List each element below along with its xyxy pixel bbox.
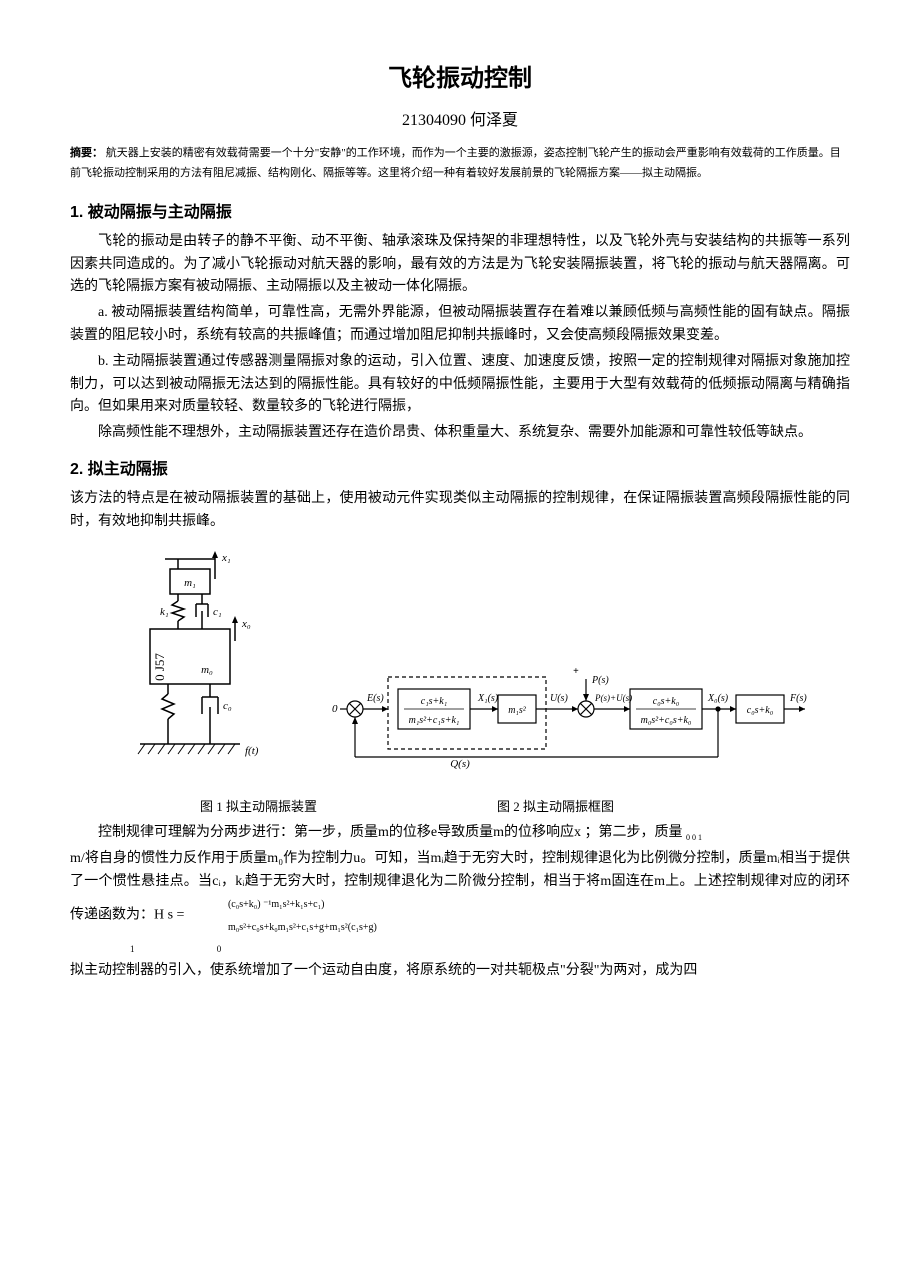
svg-text:X₀(s): X₀(s) — [707, 693, 729, 704]
diagram-2: 0 E(s) Q(s) c₁s+k₁ m₁s²+c₁s+k₁ X₁(s) m — [330, 639, 810, 789]
diagram-row: m₁ x₁ k₁ c₁ m₀ 0 J57 — [70, 549, 850, 789]
section-2-p3: m/将自身的惯性力反作用于质量m₀作为控制力u。可知，当mᵢ趋于无穷大时，控制规… — [70, 848, 850, 938]
section-1-p2: a. 被动隔振装置结构简单，可靠性高，无需外界能源，但被动隔振装置存在着难以兼顾… — [70, 302, 850, 347]
svg-text:x₀: x₀ — [241, 618, 251, 630]
svg-text:F(s): F(s) — [789, 693, 807, 704]
svg-text:m₁s²: m₁s² — [508, 705, 527, 716]
svg-text:0 J57: 0 J57 — [152, 653, 167, 681]
caption-1: 图 1 拟主动隔振装置 — [200, 797, 317, 818]
section-2-heading: 2. 拟主动隔振 — [70, 457, 850, 483]
svg-text:Q(s): Q(s) — [450, 758, 470, 770]
svg-text:X₁(s): X₁(s) — [477, 693, 499, 704]
svg-text:m₀: m₀ — [201, 664, 213, 676]
svg-text:c₀s+k₀: c₀s+k₀ — [747, 705, 774, 716]
section-1-heading: 1. 被动隔振与主动隔振 — [70, 200, 850, 226]
abstract: 摘要： 航天器上安装的精密有效载荷需要一个十分"安静"的工作环境，而作为一个主要… — [70, 144, 850, 184]
svg-text:E(s): E(s) — [366, 693, 384, 704]
svg-text:f(t): f(t) — [245, 745, 259, 757]
svg-text:m₀s²+c₀s+k₀: m₀s²+c₀s+k₀ — [641, 715, 692, 726]
section-2-p1: 该方法的特点是在被动隔振装置的基础上，使用被动元件实现类似主动隔振的控制规律，在… — [70, 488, 850, 533]
section-2-p4: 拟主动控制器的引入，使系统增加了一个运动自由度，将原系统的一对共轭极点"分裂"为… — [70, 960, 850, 982]
svg-text:c₁s+k₁: c₁s+k₁ — [421, 696, 447, 707]
svg-text:U(s): U(s) — [550, 693, 568, 704]
diagram-1: m₁ x₁ k₁ c₁ m₀ 0 J57 — [110, 549, 270, 789]
svg-text:+: + — [573, 666, 579, 677]
section-1-p1: 飞轮的振动是由转子的静不平衡、动不平衡、轴承滚珠及保持架的非理想特性，以及飞轮外… — [70, 231, 850, 298]
caption-2: 图 2 拟主动隔振框图 — [497, 797, 614, 818]
svg-text:c₀: c₀ — [223, 700, 232, 712]
abstract-text: 航天器上安装的精密有效载荷需要一个十分"安静"的工作环境，而作为一个主要的激振源… — [70, 147, 841, 179]
caption-row: 图 1 拟主动隔振装置 图 2 拟主动隔振框图 — [70, 797, 850, 818]
formula-numerator: (c₀s+k₀) ⁻¹m₁s²+k₁s+c₁) — [228, 899, 344, 910]
svg-text:c₁: c₁ — [213, 606, 222, 618]
svg-text:m₁s²+c₁s+k₁: m₁s²+c₁s+k₁ — [409, 715, 460, 726]
page-title: 飞轮振动控制 — [70, 60, 850, 98]
svg-text:0: 0 — [332, 703, 338, 715]
author-line: 21304090 何泽夏 — [70, 108, 850, 134]
svg-text:x₁: x₁ — [221, 552, 231, 564]
formula-denominator: m₀s²+c₀s+k₀m₁s²+c₁s+g+m₁s²(c₁s+g) — [228, 922, 397, 933]
svg-text:c₀s+k₀: c₀s+k₀ — [653, 696, 680, 707]
svg-text:P(s)+U(s): P(s)+U(s) — [594, 693, 632, 703]
abstract-label: 摘要： — [70, 147, 103, 159]
section-1-p4: 除高频性能不理想外，主动隔振装置还存在造价昂贵、体积重量大、系统复杂、需要外加能… — [70, 422, 850, 444]
svg-text:m₁: m₁ — [184, 577, 196, 589]
section-1-p3: b. 主动隔振装置通过传感器测量隔振对象的运动，引入位置、速度、加速度反馈，按照… — [70, 351, 850, 418]
section-2-p2: 控制规律可理解为分两步进行：第一步，质量m的位移e导致质量m的位移响应x ；第二… — [70, 822, 850, 845]
svg-text:k₁: k₁ — [160, 606, 169, 618]
svg-text:P(s): P(s) — [591, 675, 609, 686]
